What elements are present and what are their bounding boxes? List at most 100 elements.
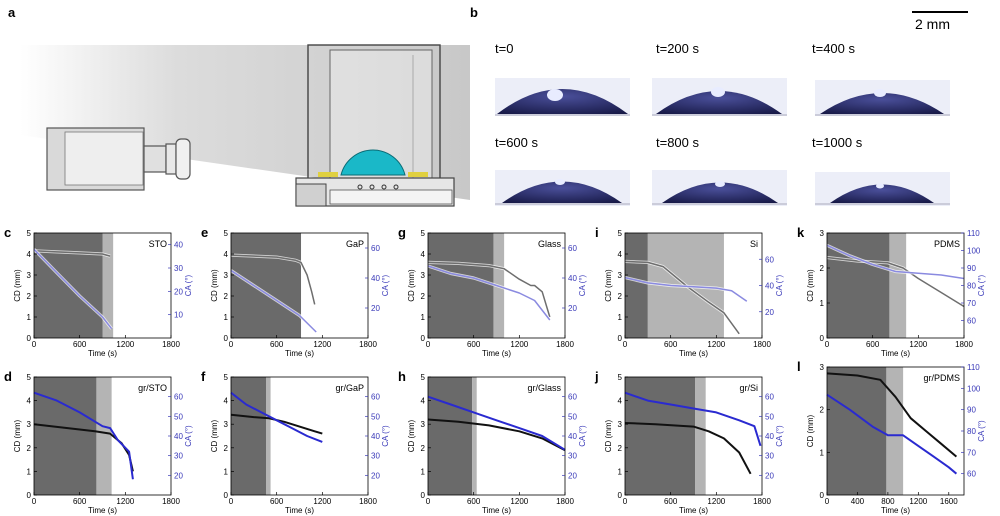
series-ca-line <box>230 269 317 333</box>
y2-axis-label: CA (°) <box>977 274 986 296</box>
x-tick-label: 0 <box>825 497 830 506</box>
dark-zone <box>231 233 302 338</box>
x-tick-label: 0 <box>426 497 431 506</box>
series-cd-line <box>427 261 551 318</box>
y-tick-label: 2 <box>820 264 825 273</box>
x-tick-label: 1800 <box>162 497 180 506</box>
y-tick-label: 2 <box>27 292 32 301</box>
y2-tick-label: 80 <box>967 427 976 436</box>
y2-tick-label: 60 <box>371 244 380 253</box>
panel-label-i: i <box>595 225 599 240</box>
y-tick-label: 1 <box>421 313 426 322</box>
plot-frame <box>230 232 369 339</box>
chart-h: h 0 600 1200 1800 0 1 2 3 4 5 20 30 40 50 60 Time (s) CD … <box>398 369 587 515</box>
y2-tick-label: 10 <box>174 311 183 320</box>
x-tick-label: 1200 <box>313 497 331 506</box>
y-tick-label: 4 <box>618 250 623 259</box>
y-tick-label: 3 <box>27 271 32 280</box>
x-axis-label: Time (s) <box>88 506 117 515</box>
y2-tick-label: 60 <box>967 317 976 326</box>
chart-title: gr/PDMS <box>923 373 960 383</box>
y2-axis-label: CA (°) <box>775 274 784 296</box>
y2-axis-label: CA (°) <box>578 425 587 447</box>
series-ca-line <box>33 391 134 480</box>
y-tick-label: 2 <box>27 444 32 453</box>
y2-tick-label: 60 <box>765 393 774 402</box>
drop-image-2: t=400 s <box>812 41 950 116</box>
y-tick-label: 3 <box>27 420 32 429</box>
y2-tick-label: 20 <box>765 471 774 480</box>
y2-tick-label: 50 <box>174 412 183 421</box>
y-tick-label: 1 <box>224 313 229 322</box>
x-axis-label: Time (s) <box>881 506 910 515</box>
x-tick-label: 1800 <box>955 340 973 349</box>
drop-image-1: t=200 s <box>652 41 787 116</box>
x-tick-label: 600 <box>467 340 481 349</box>
y-tick-label: 1 <box>27 467 32 476</box>
drop-image-5: t=1000 s <box>812 135 950 206</box>
scale-bar-label: 2 mm <box>915 16 950 32</box>
x-tick-label: 1800 <box>162 340 180 349</box>
chart-f: f 0 600 1200 1800 0 1 2 3 4 5 20 30 40 50 60 Time (s) CD … <box>201 369 390 515</box>
x-axis-label: Time (s) <box>679 506 708 515</box>
y-tick-label: 2 <box>421 292 426 301</box>
y-axis-label: CD (mm) <box>210 269 219 302</box>
y2-tick-label: 60 <box>967 470 976 479</box>
panel-label-k: k <box>797 225 805 240</box>
transition-zone <box>886 367 904 495</box>
y2-tick-label: 50 <box>765 412 774 421</box>
x-tick-label: 1800 <box>359 497 377 506</box>
y-tick-label: 4 <box>27 397 32 406</box>
x-tick-label: 0 <box>32 340 37 349</box>
y-tick-label: 5 <box>27 229 32 238</box>
y-tick-label: 2 <box>820 406 825 415</box>
y2-tick-label: 40 <box>765 282 774 291</box>
y-tick-label: 3 <box>224 271 229 280</box>
y2-tick-label: 30 <box>568 452 577 461</box>
panel-label-d: d <box>4 369 12 384</box>
y-tick-label: 1 <box>820 299 825 308</box>
series-cd-line <box>230 413 323 435</box>
chart-e: e 0 600 1200 1800 0 1 2 3 4 5 20 40 60 Time (s) CD (mm)… <box>201 225 390 358</box>
x-tick-label: 1800 <box>753 497 771 506</box>
y-tick-label: 0 <box>820 491 825 500</box>
y-tick-label: 2 <box>421 444 426 453</box>
x-tick-label: 400 <box>851 497 865 506</box>
chart-g: g 0 600 1200 1800 0 1 2 3 4 5 20 40 60 Time (s) CD (mm)… <box>398 225 587 358</box>
y2-tick-label: 70 <box>967 299 976 308</box>
y-tick-label: 2 <box>618 292 623 301</box>
x-tick-label: 1200 <box>510 497 528 506</box>
y2-tick-label: 20 <box>765 308 774 317</box>
chart-k: k 0 600 1200 1800 0 1 2 3 60 70 80 90 100 110 Time (s) C… <box>797 225 986 358</box>
panel-label-h: h <box>398 369 406 384</box>
y-tick-label: 4 <box>421 250 426 259</box>
panel-label-j: j <box>594 369 599 384</box>
y2-tick-label: 60 <box>568 244 577 253</box>
y-tick-label: 1 <box>421 467 426 476</box>
drop-time-label: t=600 s <box>495 135 539 150</box>
y2-tick-label: 60 <box>568 393 577 402</box>
chart-j: j 0 600 1200 1800 0 1 2 3 4 5 20 30 40 50 60 Time (s) CD … <box>594 369 784 515</box>
transition-zone <box>96 377 112 495</box>
x-tick-label: 600 <box>270 340 284 349</box>
y2-tick-label: 20 <box>371 304 380 313</box>
series-cd-line <box>826 256 965 308</box>
y-tick-label: 0 <box>27 334 32 343</box>
y-tick-label: 5 <box>421 373 426 382</box>
y-tick-label: 2 <box>224 292 229 301</box>
y-tick-label: 5 <box>224 373 229 382</box>
dark-zone <box>428 377 473 495</box>
dark-zone <box>827 367 887 495</box>
x-axis-label: Time (s) <box>679 349 708 358</box>
y2-tick-label: 50 <box>371 412 380 421</box>
transition-zone <box>266 377 271 495</box>
y-tick-label: 3 <box>618 420 623 429</box>
dark-zone <box>34 377 97 495</box>
y-axis-label: CD (mm) <box>407 269 416 302</box>
chart-title: gr/GaP <box>335 383 364 393</box>
drop-time-label: t=200 s <box>656 41 700 56</box>
series-ca-line <box>230 391 323 443</box>
y-tick-label: 5 <box>27 373 32 382</box>
x-tick-label: 0 <box>426 340 431 349</box>
y-tick-label: 3 <box>820 229 825 238</box>
